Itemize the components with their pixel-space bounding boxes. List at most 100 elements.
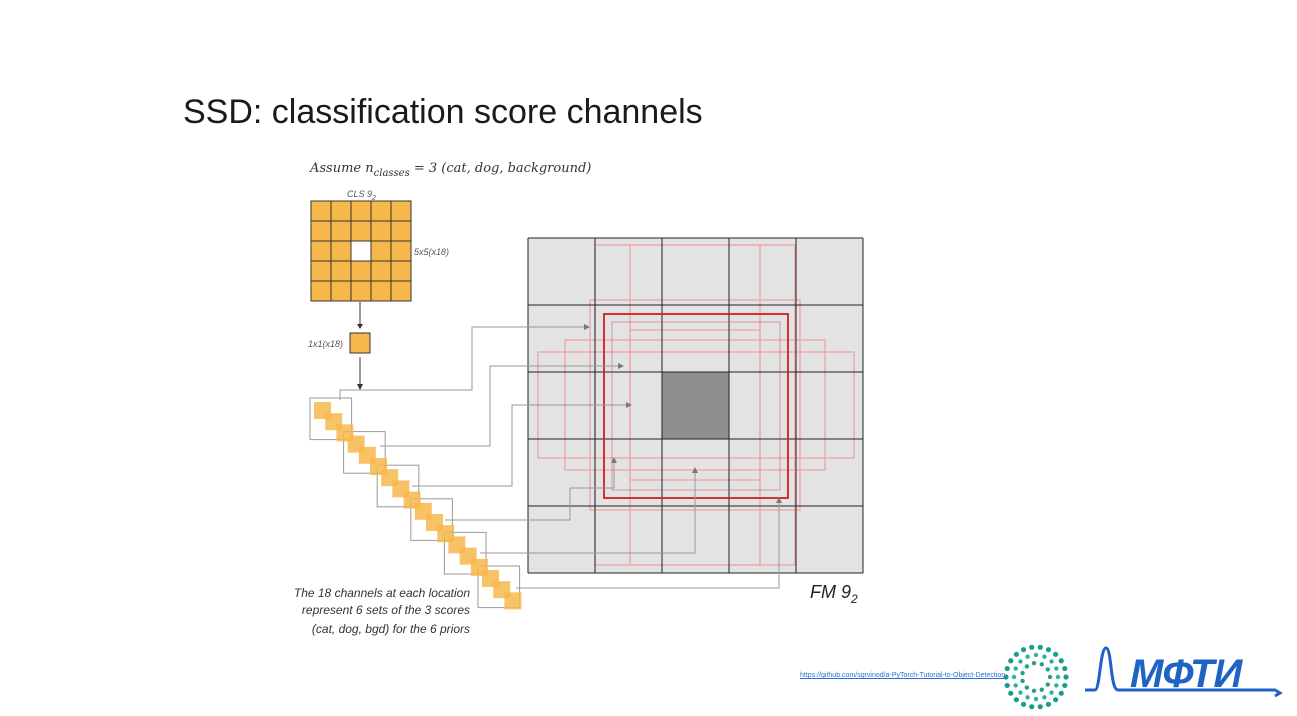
grid-cell bbox=[390, 280, 412, 302]
emblem-dot bbox=[1029, 644, 1035, 650]
emblem-dot bbox=[1053, 697, 1059, 703]
emblem-dot bbox=[1011, 674, 1017, 680]
prior-box-primary bbox=[603, 313, 789, 499]
grid-cell bbox=[330, 220, 352, 242]
emblem-dot bbox=[1004, 665, 1010, 672]
grid-cell bbox=[350, 280, 372, 302]
grid-cell bbox=[370, 280, 392, 302]
emblem-dot bbox=[1045, 647, 1052, 653]
emblem-dot bbox=[1004, 682, 1010, 689]
emblem-dot bbox=[1054, 683, 1059, 688]
prior-box bbox=[611, 321, 781, 491]
emblem-dot bbox=[1024, 664, 1030, 669]
connector-arrowhead bbox=[776, 497, 782, 503]
grid-cell bbox=[310, 280, 332, 302]
grid-cell bbox=[390, 240, 412, 262]
mipt-logo-pulse-icon bbox=[1085, 646, 1283, 698]
emblem-dot bbox=[1049, 690, 1054, 695]
connector-arrowhead bbox=[692, 467, 698, 473]
emblem-dot bbox=[1063, 674, 1069, 680]
emblem-dot bbox=[1013, 651, 1019, 657]
grid-cell bbox=[370, 200, 392, 222]
grid-cell bbox=[390, 200, 412, 222]
emblem-dot bbox=[1045, 682, 1050, 687]
emblem-dot bbox=[1018, 659, 1023, 664]
grid-cell bbox=[310, 240, 332, 262]
connector-arrow bbox=[445, 460, 615, 521]
emblem-dot bbox=[1031, 660, 1037, 666]
grid-cell bbox=[370, 220, 392, 242]
source-link[interactable]: https://github.com/sgrvinod/a-PyTorch-Tu… bbox=[800, 672, 1006, 679]
arrow-head bbox=[357, 324, 363, 329]
emblem-dot bbox=[1008, 690, 1014, 696]
grid-cell bbox=[330, 280, 352, 302]
cls-feature-grid bbox=[310, 200, 412, 302]
caption-line-2: represent 6 sets of the 3 scores bbox=[302, 603, 470, 617]
emblem-dot bbox=[1013, 697, 1019, 703]
cls-label: CLS 92 bbox=[347, 189, 376, 202]
emblem-dot bbox=[1037, 704, 1043, 710]
grid-size-label: 5x5(x18) bbox=[414, 247, 449, 257]
connector-arrowhead bbox=[618, 363, 624, 369]
emblem-dot bbox=[1054, 666, 1059, 671]
emblem-dot bbox=[1033, 652, 1039, 658]
caption-line-1: The 18 channels at each location bbox=[294, 586, 470, 600]
emblem-dot bbox=[1013, 666, 1018, 671]
grid-cell bbox=[330, 240, 352, 262]
emblem-dot bbox=[1055, 674, 1061, 680]
channel-stack bbox=[309, 397, 522, 610]
grid-cell bbox=[330, 200, 352, 222]
connector-arrow bbox=[412, 404, 628, 487]
connector-arrow bbox=[339, 326, 586, 400]
grid-cell bbox=[370, 240, 392, 262]
emblem-dot bbox=[1042, 654, 1047, 659]
connector-arrow bbox=[516, 500, 780, 589]
grid-cell bbox=[350, 240, 372, 262]
emblem-dot bbox=[1062, 665, 1068, 672]
emblem-dot bbox=[1047, 674, 1053, 680]
emblem-dot bbox=[1042, 695, 1047, 700]
channel-group-box bbox=[309, 397, 353, 441]
emblem-dot bbox=[1058, 658, 1064, 664]
emblem-dot bbox=[1039, 687, 1045, 692]
emblem-dot bbox=[1018, 690, 1023, 695]
connector-arrowhead bbox=[626, 402, 632, 408]
emblem-dot bbox=[1003, 674, 1009, 680]
grid-cell bbox=[310, 260, 332, 282]
connector-arrow bbox=[480, 470, 696, 554]
channel-group-box bbox=[343, 431, 386, 474]
emblem-dot bbox=[1020, 647, 1027, 653]
emblem-dot bbox=[1020, 678, 1025, 684]
emblem-dot bbox=[1020, 670, 1025, 676]
emblem-dot bbox=[1062, 682, 1068, 689]
caption-line-3: (cat, dog, bgd) for the 6 priors bbox=[312, 622, 470, 636]
fm-label: FM 92 bbox=[810, 582, 858, 606]
arrow-head bbox=[357, 384, 363, 390]
emblem-dot bbox=[1025, 654, 1030, 659]
emblem-dot bbox=[1053, 651, 1059, 657]
mipt-logo-text: МФТИ bbox=[1130, 652, 1242, 696]
emblem-dot bbox=[1008, 658, 1014, 664]
emblem-dot bbox=[1033, 696, 1039, 702]
grid-cell bbox=[350, 220, 372, 242]
grid-cell bbox=[390, 260, 412, 282]
grid-cell bbox=[310, 220, 332, 242]
channel-group-box bbox=[477, 565, 521, 609]
emblem-dot bbox=[1020, 701, 1027, 707]
grid-cell bbox=[330, 260, 352, 282]
cell-size-label: 1x1(x18) bbox=[308, 339, 343, 349]
grid-cell bbox=[390, 220, 412, 242]
connector-arrowhead bbox=[584, 324, 590, 330]
emblem-dot bbox=[1025, 695, 1030, 700]
channel-cell bbox=[504, 592, 522, 610]
emblem-dot bbox=[1039, 662, 1045, 667]
grid-cell bbox=[350, 260, 372, 282]
mipt-emblem-icon bbox=[1003, 644, 1069, 710]
grid-cell bbox=[310, 200, 332, 222]
grid-cell bbox=[370, 260, 392, 282]
emblem-dot bbox=[1058, 690, 1064, 696]
emblem-dot bbox=[1031, 688, 1037, 694]
center-cell bbox=[662, 372, 729, 439]
emblem-dot bbox=[1029, 704, 1035, 710]
